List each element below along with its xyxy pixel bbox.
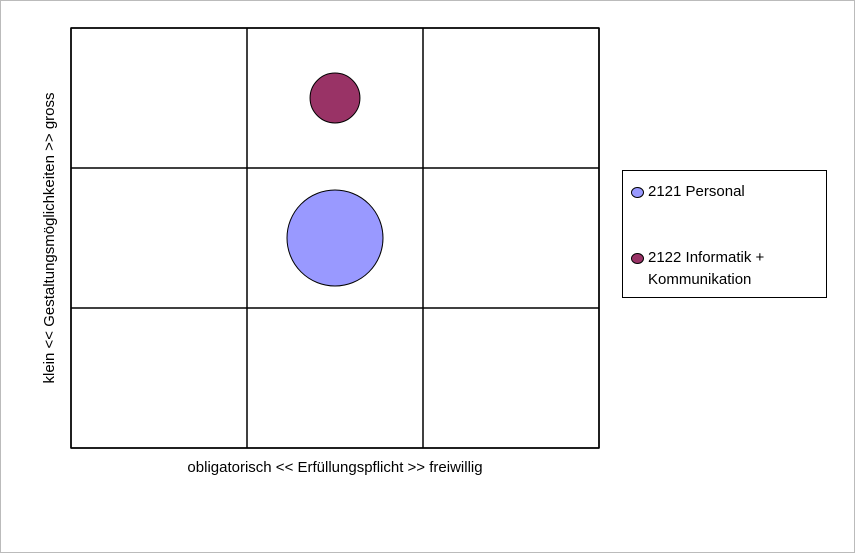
legend-swatch <box>631 253 644 264</box>
legend-label: 2121 Personal <box>648 183 745 200</box>
y-axis-label: klein << Gestaltungsmöglichkeiten >> gro… <box>41 93 58 384</box>
legend: 2121 Personal 2122 Informatik + Kommunika… <box>622 170 827 298</box>
legend-label: 2122 Informatik + Kommunikation <box>648 249 765 288</box>
x-axis-label: obligatorisch << Erfüllungspflicht >> fr… <box>187 459 483 476</box>
legend-entry: 2121 Personal <box>631 181 826 203</box>
legend-entry: 2122 Informatik + Kommunikation <box>631 247 826 291</box>
bubble <box>309 72 361 124</box>
legend-swatch <box>631 187 644 198</box>
bubble <box>286 189 384 287</box>
